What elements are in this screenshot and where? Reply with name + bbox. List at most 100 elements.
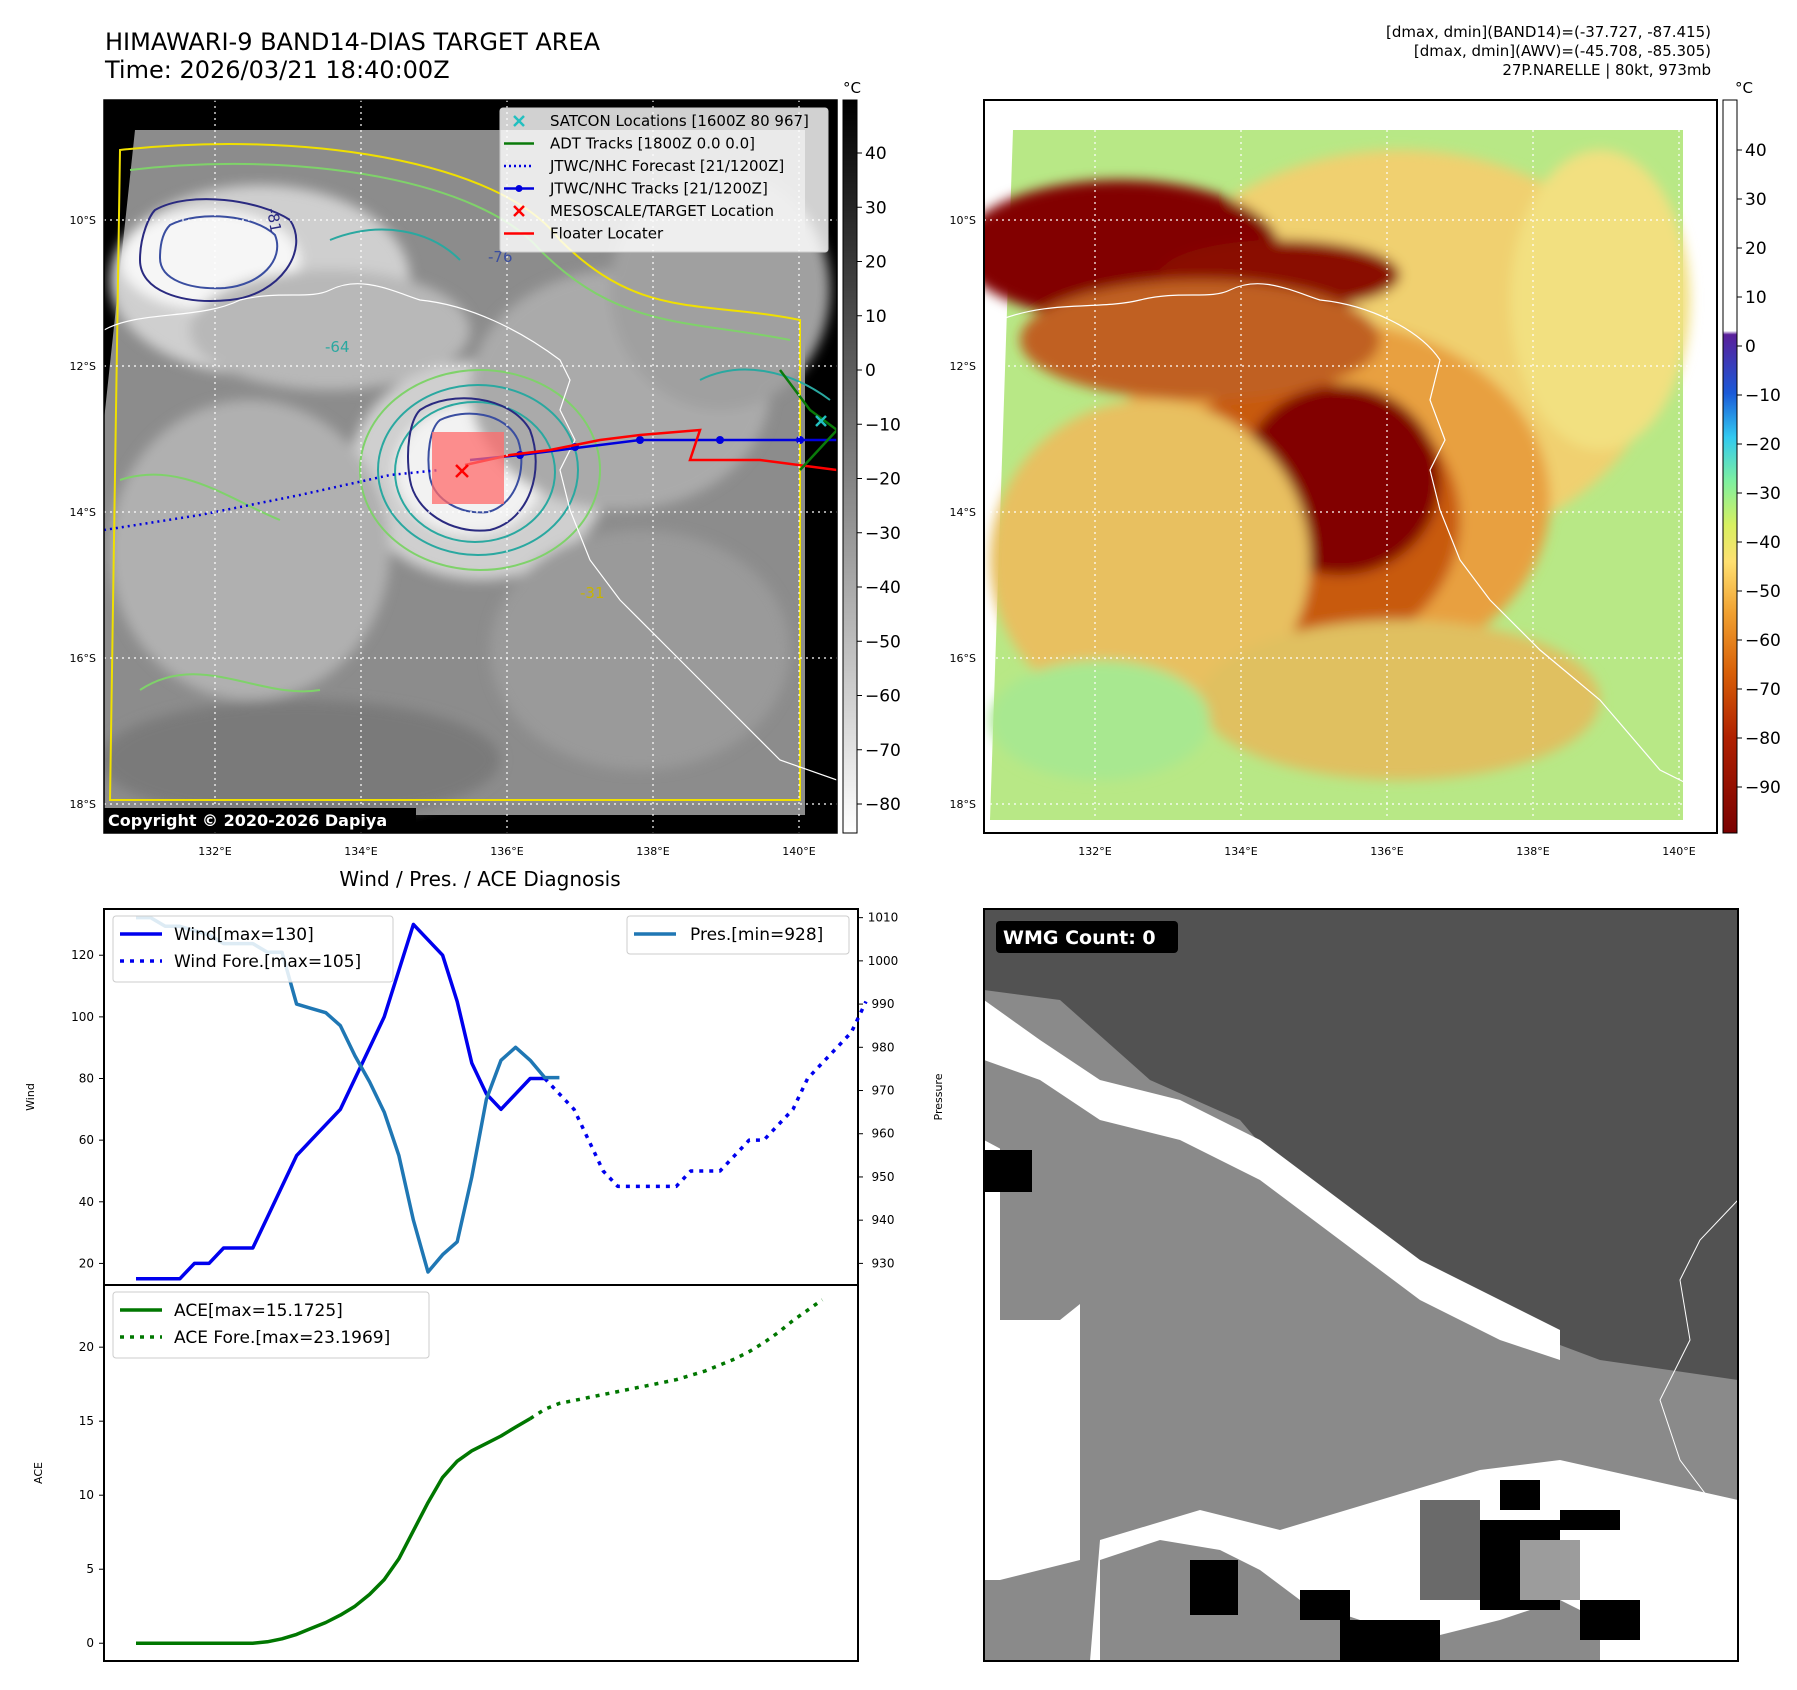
legend-entry: Floater Locater — [504, 225, 664, 243]
legend-label: ACE[max=15.1725] — [174, 1301, 343, 1321]
colorbar-left-tick: −20 — [865, 470, 901, 490]
colorbar-left: °C 40 30 20 10 0 −10 −20 −30 −40 −50 −60 −70 −80 — [842, 79, 901, 834]
ace-axis-tick: 0 — [86, 1636, 94, 1650]
ace-chart: 0 5 10 15 20 ACE ACE[max=15.1725] ACE Fore.[max… — [32, 1284, 859, 1662]
lat-label: 10°S — [950, 214, 976, 227]
wind-axis-tick: 20 — [79, 1256, 94, 1270]
legend-label: ACE Fore.[max=23.1969] — [174, 1328, 390, 1348]
colorbar-left-tick: −60 — [865, 687, 901, 707]
legend-label: SATCON Locations [1600Z 80 967] — [550, 112, 809, 130]
lon-label: 140°E — [782, 845, 815, 858]
colorbar-left-tick: −80 — [865, 795, 901, 815]
chart-title: Wind / Pres. / ACE Diagnosis — [339, 867, 620, 891]
colorbar-left-tick: −30 — [865, 524, 901, 544]
colorbar-left-unit: °C — [843, 79, 861, 97]
legend-label: Wind Fore.[max=105] — [174, 952, 361, 972]
pressure-axis-tick: 960 — [872, 1127, 895, 1141]
colorbar-right-tick: 0 — [1745, 337, 1756, 357]
jtwc-forecast-track — [104, 468, 441, 532]
ace-axis-tick: 15 — [79, 1414, 94, 1428]
series-line — [136, 922, 545, 1281]
map-legend: SATCON Locations [1600Z 80 967] ADT Track… — [499, 107, 829, 253]
colorbar-right-unit: °C — [1735, 79, 1753, 97]
lat-label: 18°S — [70, 798, 96, 811]
ir-map-panel: -81 -64 -31 -76 Copyright © 2020-2026 Da… — [103, 99, 838, 834]
lat-label: 14°S — [950, 506, 976, 519]
info-line-2: [dmax, dmin](AWV)=(-45.708, -85.305) — [1413, 42, 1711, 60]
lat-label: 12°S — [950, 360, 976, 373]
contour-label: -31 — [580, 584, 605, 602]
wmg-count-box — [996, 921, 1178, 953]
lat-label: 18°S — [950, 798, 976, 811]
title-line-1: HIMAWARI-9 BAND14-DIAS TARGET AREA — [105, 28, 601, 56]
legend-label: MESOSCALE/TARGET Location — [550, 202, 774, 220]
pressure-axis-tick: 930 — [872, 1256, 895, 1270]
legend-label: JTWC/NHC Forecast [21/1200Z] — [549, 157, 784, 175]
legend-label: ADT Tracks [1800Z 0.0 0.0] — [550, 135, 755, 153]
pressure-axis-tick: 1010 — [868, 911, 899, 925]
colorbar-right-tick: 20 — [1745, 239, 1767, 259]
copyright-box — [104, 808, 416, 832]
lon-label: 140°E — [1662, 845, 1695, 858]
page-title: HIMAWARI-9 BAND14-DIAS TARGET AREA Time:… — [105, 28, 600, 84]
legend-label: JTWC/NHC Tracks [21/1200Z] — [549, 180, 768, 198]
colorbar-right-tick: −90 — [1745, 778, 1781, 798]
colorbar-right-tick: −30 — [1745, 484, 1781, 504]
lat-label: 16°S — [950, 652, 976, 665]
colorbar-left-tick: 10 — [865, 307, 887, 327]
lat-label: 14°S — [70, 506, 96, 519]
wind-axis-tick: 100 — [71, 1010, 94, 1024]
legend-label: Floater Locater — [550, 225, 664, 243]
lon-label: 136°E — [1370, 845, 1403, 858]
colorbar-left-tick: 40 — [865, 144, 887, 164]
wind-axis-tick: 120 — [71, 948, 94, 962]
lat-label: 16°S — [70, 652, 96, 665]
legend-entry: JTWC/NHC Tracks [21/1200Z] — [504, 180, 768, 198]
pressure-axis-tick: 950 — [872, 1170, 895, 1184]
colorbar-right-tick: −40 — [1745, 533, 1781, 553]
legend-label: Pres.[min=928] — [690, 925, 823, 945]
pressure-axis-tick: 990 — [872, 997, 895, 1011]
colorbar-right-tick: 10 — [1745, 288, 1767, 308]
colorbar-left-tick: −40 — [865, 578, 901, 598]
mesoscale-target-marker — [455, 464, 469, 478]
colorbar-left-tick: 0 — [865, 361, 876, 381]
mesoscale-target-box — [432, 432, 504, 504]
lon-label: 134°E — [344, 845, 377, 858]
legend-entry: MESOSCALE/TARGET Location — [513, 202, 774, 220]
colorbar-right-tick: −80 — [1745, 729, 1781, 749]
wmg-panel: WMG Count: 0 — [983, 908, 1739, 1662]
pressure-axis-tick: 970 — [872, 1084, 895, 1098]
ace-axis-tick: 5 — [86, 1562, 94, 1576]
ace-axis-label: ACE — [32, 1462, 45, 1484]
wind-axis-label: Wind — [24, 1083, 37, 1111]
colorbar-right-tick: −50 — [1745, 582, 1781, 602]
ace-axis-tick: 20 — [79, 1340, 94, 1354]
colorbar-left-tick: −10 — [865, 415, 901, 435]
lon-label: 138°E — [1516, 845, 1549, 858]
colorbar-right-tick: −10 — [1745, 386, 1781, 406]
contour-label: -81 — [263, 207, 285, 234]
series-line — [136, 1417, 532, 1645]
legend-label: Wind[max=130] — [174, 925, 314, 945]
series-line — [543, 1000, 868, 1189]
ir-gridlines — [104, 100, 837, 833]
title-line-2: Time: 2026/03/21 18:40:00Z — [105, 56, 450, 84]
wmg-pixels — [984, 990, 1738, 1661]
wv-coastline — [999, 283, 1701, 791]
pressure-axis-tick: 980 — [872, 1040, 895, 1054]
coastline — [104, 283, 837, 781]
pressure-axis-tick: 940 — [872, 1213, 895, 1227]
wind-axis-tick: 80 — [79, 1072, 94, 1086]
colorbar-right-tick: −60 — [1745, 631, 1781, 651]
ace-axis-tick: 10 — [79, 1488, 94, 1502]
lon-label: 138°E — [636, 845, 669, 858]
colorbar-right: °C 40 30 20 10 0 −10 −20 −30 −40 −50 −60 −70 −80 −90 — [1722, 79, 1781, 834]
lon-label: 136°E — [490, 845, 523, 858]
wv-cloud-field — [984, 150, 1690, 780]
series-line — [529, 1298, 824, 1421]
floater-locater-track — [464, 428, 837, 472]
lat-label: 10°S — [70, 214, 96, 227]
wind-axis-tick: 40 — [79, 1195, 94, 1209]
